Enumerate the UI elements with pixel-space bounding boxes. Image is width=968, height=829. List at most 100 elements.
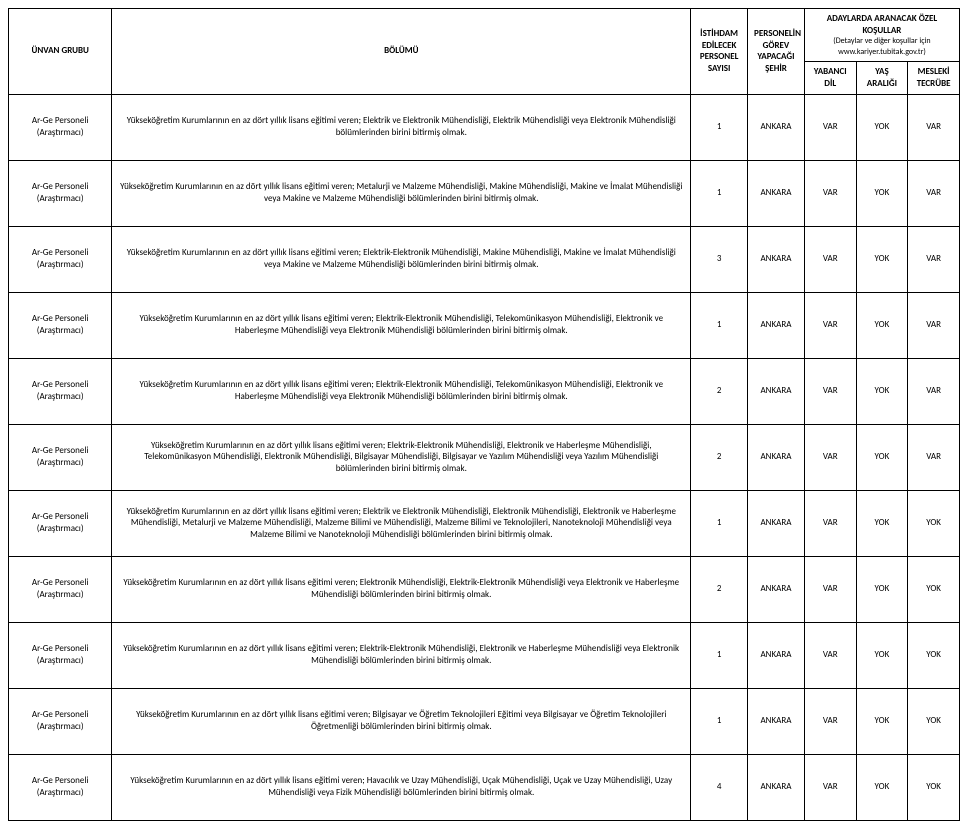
cell-yas: YOK <box>856 292 908 358</box>
cell-unvan: Ar-Ge Personeli (Araştırmacı) <box>9 556 112 622</box>
cell-sayi: 3 <box>691 226 748 292</box>
cell-sayi: 2 <box>691 424 748 490</box>
cell-sehir: ANKARA <box>748 622 805 688</box>
cell-unvan: Ar-Ge Personeli (Araştırmacı) <box>9 490 112 556</box>
cell-sayi: 2 <box>691 358 748 424</box>
cell-sayi: 1 <box>691 622 748 688</box>
cell-bolum: Yükseköğretim Kurumlarının en az dört yı… <box>112 490 691 556</box>
cell-tecrube: VAR <box>908 226 960 292</box>
cell-bolum: Yükseköğretim Kurumlarının en az dört yı… <box>112 556 691 622</box>
table-row: Ar-Ge Personeli (Araştırmacı)Yükseköğret… <box>9 424 960 490</box>
cell-tecrube: YOK <box>908 490 960 556</box>
cell-bolum: Yükseköğretim Kurumlarının en az dört yı… <box>112 424 691 490</box>
cell-bolum: Yükseköğretim Kurumlarının en az dört yı… <box>112 358 691 424</box>
cell-sayi: 1 <box>691 160 748 226</box>
cell-yas: YOK <box>856 754 908 820</box>
cell-sehir: ANKARA <box>748 160 805 226</box>
cell-sayi: 4 <box>691 754 748 820</box>
cell-unvan: Ar-Ge Personeli (Araştırmacı) <box>9 358 112 424</box>
cell-unvan: Ar-Ge Personeli (Araştırmacı) <box>9 226 112 292</box>
header-yas: YAŞ ARALIĞI <box>856 62 908 94</box>
table-row: Ar-Ge Personeli (Araştırmacı)Yükseköğret… <box>9 754 960 820</box>
cell-tecrube: VAR <box>908 160 960 226</box>
cell-yas: YOK <box>856 358 908 424</box>
header-unvan: ÜNVAN GRUBU <box>9 9 112 95</box>
personnel-table: ÜNVAN GRUBU BÖLÜMÜ İSTİHDAM EDİLECEK PER… <box>8 8 960 821</box>
table-row: Ar-Ge Personeli (Araştırmacı)Yükseköğret… <box>9 556 960 622</box>
cell-tecrube: VAR <box>908 424 960 490</box>
header-sayi: İSTİHDAM EDİLECEK PERSONEL SAYISI <box>691 9 748 95</box>
cell-tecrube: YOK <box>908 754 960 820</box>
cell-bolum: Yükseköğretim Kurumlarının en az dört yı… <box>112 160 691 226</box>
cell-unvan: Ar-Ge Personeli (Araştırmacı) <box>9 94 112 160</box>
header-dil: YABANCI DİL <box>804 62 856 94</box>
cell-tecrube: YOK <box>908 688 960 754</box>
cell-bolum: Yükseköğretim Kurumlarının en az dört yı… <box>112 94 691 160</box>
header-sehir: PERSONELİN GÖREV YAPACAĞI ŞEHİR <box>748 9 805 95</box>
cell-yas: YOK <box>856 622 908 688</box>
header-kosul-title: ADAYLARDA ARANACAK ÖZEL KOŞULLAR <box>827 13 937 36</box>
cell-yas: YOK <box>856 688 908 754</box>
cell-tecrube: YOK <box>908 556 960 622</box>
cell-dil: VAR <box>804 622 856 688</box>
cell-sayi: 1 <box>691 688 748 754</box>
cell-dil: VAR <box>804 556 856 622</box>
cell-sehir: ANKARA <box>748 490 805 556</box>
cell-sehir: ANKARA <box>748 226 805 292</box>
cell-bolum: Yükseköğretim Kurumlarının en az dört yı… <box>112 226 691 292</box>
cell-unvan: Ar-Ge Personeli (Araştırmacı) <box>9 754 112 820</box>
cell-sayi: 1 <box>691 94 748 160</box>
cell-yas: YOK <box>856 160 908 226</box>
cell-dil: VAR <box>804 490 856 556</box>
cell-yas: YOK <box>856 556 908 622</box>
cell-bolum: Yükseköğretim Kurumlarının en az dört yı… <box>112 292 691 358</box>
cell-tecrube: YOK <box>908 622 960 688</box>
cell-sehir: ANKARA <box>748 424 805 490</box>
cell-sehir: ANKARA <box>748 94 805 160</box>
cell-unvan: Ar-Ge Personeli (Araştırmacı) <box>9 424 112 490</box>
cell-bolum: Yükseköğretim Kurumlarının en az dört yı… <box>112 754 691 820</box>
cell-dil: VAR <box>804 688 856 754</box>
cell-unvan: Ar-Ge Personeli (Araştırmacı) <box>9 292 112 358</box>
cell-dil: VAR <box>804 424 856 490</box>
cell-sehir: ANKARA <box>748 754 805 820</box>
cell-bolum: Yükseköğretim Kurumlarının en az dört yı… <box>112 688 691 754</box>
table-row: Ar-Ge Personeli (Araştırmacı)Yükseköğret… <box>9 94 960 160</box>
cell-tecrube: VAR <box>908 292 960 358</box>
table-row: Ar-Ge Personeli (Araştırmacı)Yükseköğret… <box>9 490 960 556</box>
cell-tecrube: VAR <box>908 94 960 160</box>
table-body: Ar-Ge Personeli (Araştırmacı)Yükseköğret… <box>9 94 960 820</box>
table-row: Ar-Ge Personeli (Araştırmacı)Yükseköğret… <box>9 226 960 292</box>
table-row: Ar-Ge Personeli (Araştırmacı)Yükseköğret… <box>9 622 960 688</box>
table-head: ÜNVAN GRUBU BÖLÜMÜ İSTİHDAM EDİLECEK PER… <box>9 9 960 95</box>
header-kosul-group: ADAYLARDA ARANACAK ÖZEL KOŞULLAR (Detayl… <box>804 9 959 62</box>
table-row: Ar-Ge Personeli (Araştırmacı)Yükseköğret… <box>9 688 960 754</box>
table-row: Ar-Ge Personeli (Araştırmacı)Yükseköğret… <box>9 160 960 226</box>
header-bolum: BÖLÜMÜ <box>112 9 691 95</box>
cell-dil: VAR <box>804 754 856 820</box>
cell-dil: VAR <box>804 160 856 226</box>
cell-unvan: Ar-Ge Personeli (Araştırmacı) <box>9 622 112 688</box>
cell-yas: YOK <box>856 424 908 490</box>
cell-bolum: Yükseköğretim Kurumlarının en az dört yı… <box>112 622 691 688</box>
table-row: Ar-Ge Personeli (Araştırmacı)Yükseköğret… <box>9 292 960 358</box>
cell-tecrube: VAR <box>908 358 960 424</box>
cell-dil: VAR <box>804 226 856 292</box>
cell-sehir: ANKARA <box>748 688 805 754</box>
cell-unvan: Ar-Ge Personeli (Araştırmacı) <box>9 160 112 226</box>
cell-sehir: ANKARA <box>748 358 805 424</box>
cell-sayi: 2 <box>691 556 748 622</box>
cell-unvan: Ar-Ge Personeli (Araştırmacı) <box>9 688 112 754</box>
cell-sehir: ANKARA <box>748 556 805 622</box>
cell-dil: VAR <box>804 292 856 358</box>
cell-dil: VAR <box>804 94 856 160</box>
cell-yas: YOK <box>856 94 908 160</box>
cell-sayi: 1 <box>691 490 748 556</box>
cell-dil: VAR <box>804 358 856 424</box>
header-tecrube: MESLEKİ TECRÜBE <box>908 62 960 94</box>
cell-sehir: ANKARA <box>748 292 805 358</box>
cell-yas: YOK <box>856 490 908 556</box>
cell-yas: YOK <box>856 226 908 292</box>
table-row: Ar-Ge Personeli (Araştırmacı)Yükseköğret… <box>9 358 960 424</box>
header-kosul-note: (Detaylar ve diğer koşullar için www.kar… <box>811 36 953 57</box>
